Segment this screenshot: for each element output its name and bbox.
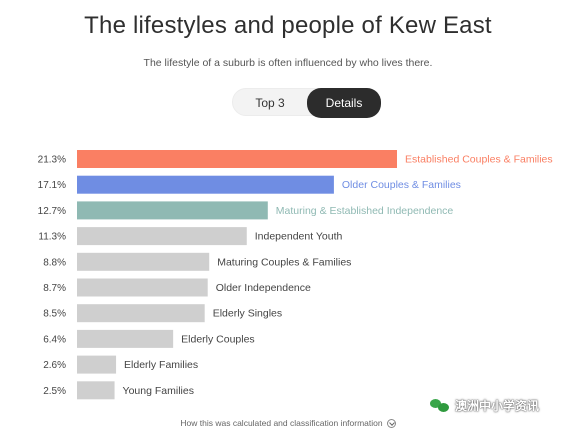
- bar-category-label: Elderly Families: [124, 359, 198, 371]
- bar-category-label: Young Families: [123, 385, 194, 397]
- bar-category-label: Older Independence: [216, 282, 311, 294]
- bar-value-label: 12.7%: [38, 206, 66, 217]
- bar-value-label: 8.8%: [43, 257, 66, 268]
- bar[interactable]: [77, 278, 208, 297]
- bar[interactable]: [77, 355, 117, 374]
- bar-value-label: 6.4%: [43, 334, 66, 345]
- bar-value-label: 2.5%: [43, 386, 66, 397]
- toggle-top3-button[interactable]: Top 3: [255, 96, 285, 110]
- bar[interactable]: [77, 227, 247, 246]
- bar[interactable]: [77, 381, 115, 400]
- bar-value-label: 11.3%: [38, 232, 66, 243]
- bar-category-label: Elderly Singles: [213, 308, 282, 320]
- bar[interactable]: [77, 201, 268, 220]
- bar-category-label: Maturing & Established Independence: [276, 205, 454, 217]
- chevron-down-icon: [386, 419, 396, 428]
- page-subtitle: The lifestyle of a suburb is often influ…: [143, 57, 433, 69]
- calculation-info-link[interactable]: How this was calculated and classificati…: [0, 418, 576, 428]
- bar[interactable]: [77, 304, 205, 323]
- bar[interactable]: [77, 175, 334, 194]
- watermark-text: 澳洲中小学资讯: [455, 398, 540, 413]
- bar-category-label: Elderly Couples: [181, 333, 255, 345]
- bar-value-label: 17.1%: [38, 180, 66, 191]
- bar-category-label: Established Couples & Families: [405, 154, 553, 166]
- toggle-details-button[interactable]: Details: [307, 88, 381, 118]
- bar-value-label: 21.3%: [38, 155, 66, 166]
- bar-category-label: Older Couples & Families: [342, 179, 461, 191]
- lifestyle-bar-chart: 21.3% Established Couples & Families 17.1%…: [38, 150, 553, 400]
- bar[interactable]: [77, 252, 210, 271]
- bar-category-label: Independent Youth: [255, 231, 343, 243]
- bar[interactable]: [77, 329, 174, 348]
- calculation-info-text: How this was calculated and classificati…: [180, 418, 383, 428]
- bar-value-label: 8.7%: [43, 283, 66, 294]
- watermark: 澳洲中小学资讯: [430, 395, 539, 415]
- bar-category-label: Maturing Couples & Families: [217, 256, 351, 268]
- bar-value-label: 8.5%: [43, 309, 66, 320]
- bar[interactable]: [77, 150, 397, 168]
- bar-value-label: 2.6%: [43, 360, 66, 371]
- view-toggle: Top 3 Details: [232, 88, 381, 118]
- page-title: The lifestyles and people of Kew East: [84, 12, 492, 39]
- wechat-logo-icon: [430, 397, 450, 413]
